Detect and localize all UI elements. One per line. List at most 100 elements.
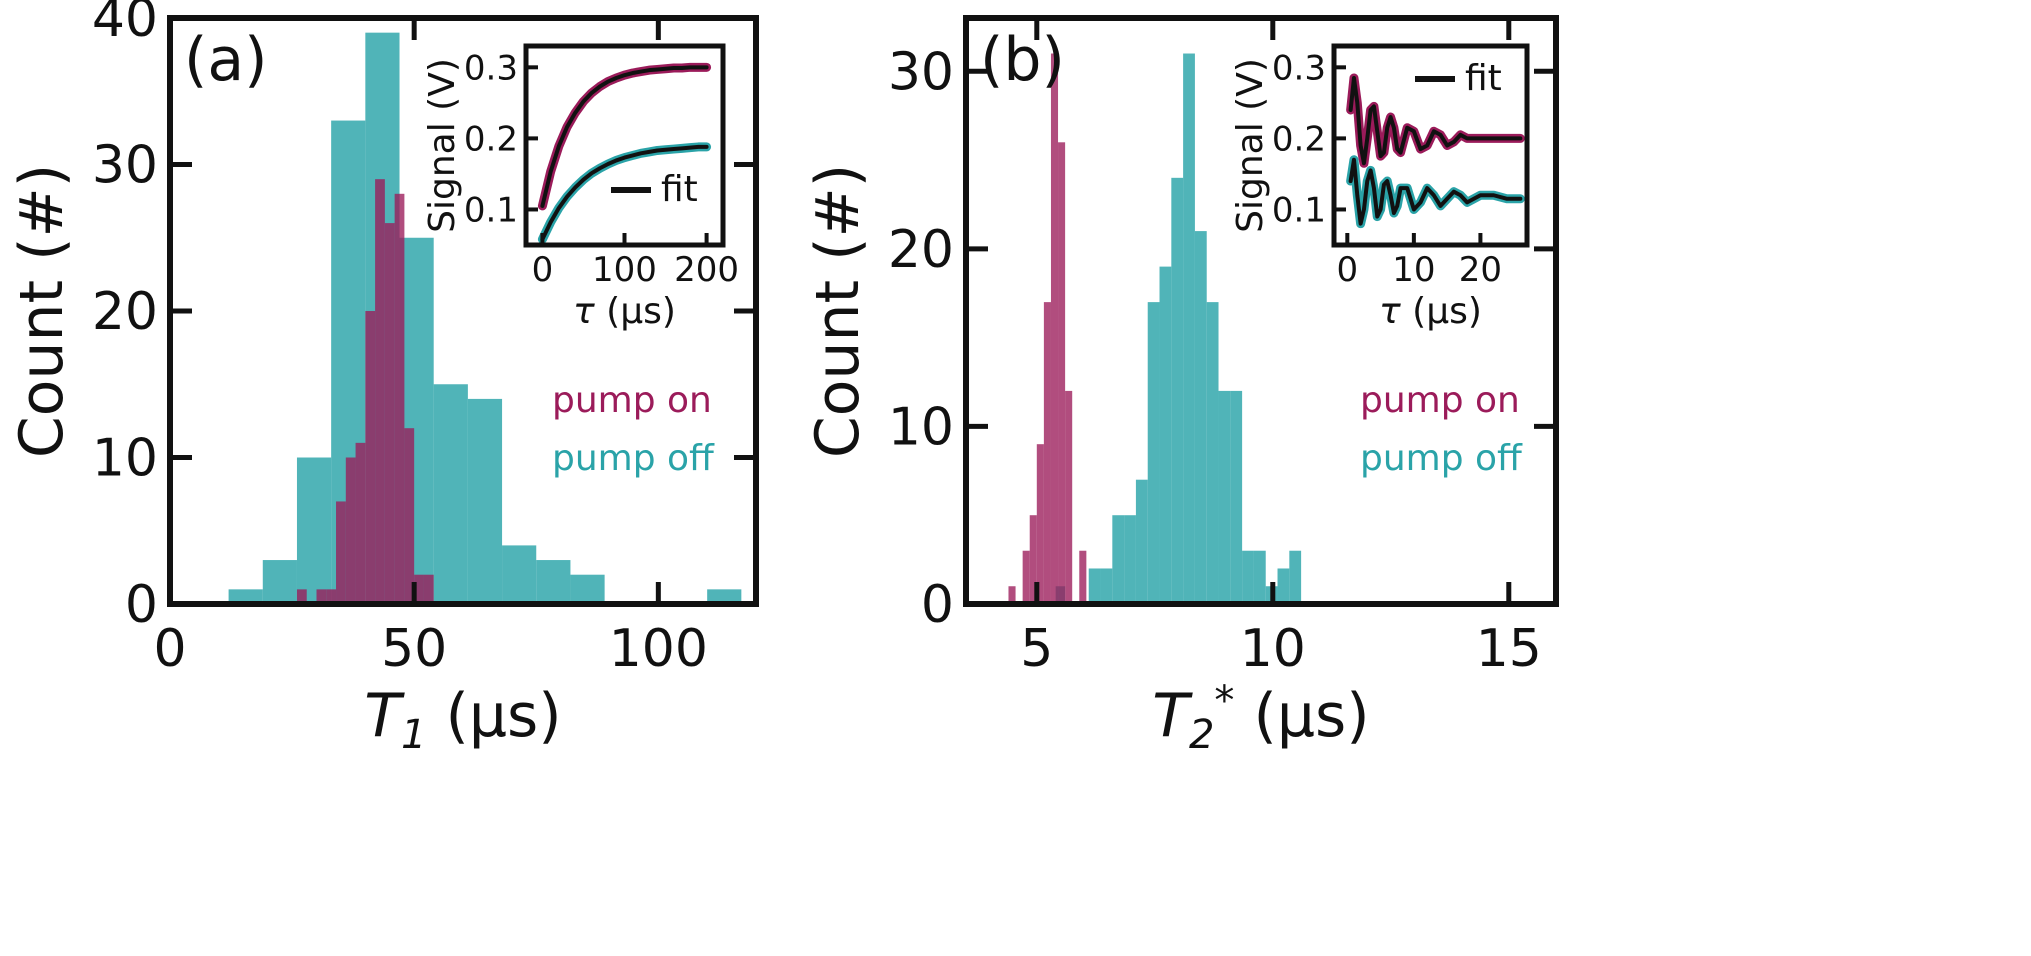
histogram-bar xyxy=(1218,390,1231,604)
histogram-bar xyxy=(414,574,424,604)
histogram-bar xyxy=(326,589,337,604)
inset-x-tick-label: 0 xyxy=(532,250,554,290)
histogram-bar xyxy=(502,545,537,604)
histogram-bar xyxy=(404,428,415,604)
inset-frame xyxy=(1331,43,1530,248)
y-tick-label: 30 xyxy=(888,42,954,102)
histogram-bar xyxy=(365,311,376,604)
histogram-bar xyxy=(1079,550,1087,604)
inset-plot: 0 100 200 0.1 0.2 0.3 τ (μs) Signal (V) fit xyxy=(422,43,739,332)
y-tick-label: 40 xyxy=(92,0,158,49)
histogram-bar xyxy=(1008,586,1016,604)
histogram-bar xyxy=(536,560,571,604)
inset-plot: 0 10 20 0.1 0.2 0.3 τ (μs) Signal (V) fit xyxy=(1230,43,1530,332)
histogram-bar xyxy=(1230,390,1243,604)
inset-x-tick-label: 10 xyxy=(1392,250,1435,290)
x-axis-unit: (μs) xyxy=(426,681,561,751)
inset-fit-pump-off xyxy=(540,144,709,242)
inset-x-tick-label: 100 xyxy=(592,250,657,290)
inset-y-tick-label: 0.2 xyxy=(1272,119,1326,159)
inset-x-axis-symbol: τ xyxy=(1379,291,1401,332)
inset-x-axis-unit: (μs) xyxy=(1401,291,1482,332)
legend-entry-pump-off: pump off xyxy=(552,438,715,479)
histogram-bar xyxy=(1065,390,1073,604)
histogram-bar xyxy=(1050,53,1059,605)
inset-y-tick-label: 0.1 xyxy=(464,190,518,230)
histogram-bar xyxy=(707,589,742,604)
x-axis-subscript: 1 xyxy=(401,712,426,758)
panel-letter: (a) xyxy=(184,25,268,95)
histogram-bar xyxy=(1277,568,1290,604)
inset-x-axis-unit: (μs) xyxy=(595,291,676,332)
y-tick-label: 10 xyxy=(888,397,954,457)
histogram-bar xyxy=(1058,142,1066,604)
x-axis-label: T1 (μs) xyxy=(364,681,561,758)
inset-y-tick-label: 0.1 xyxy=(1272,190,1326,230)
inset-x-tick-label: 20 xyxy=(1459,250,1502,290)
inset-x-tick-label: 0 xyxy=(1336,250,1358,290)
histogram-bar xyxy=(336,501,346,604)
x-axis-symbol: T xyxy=(1152,681,1193,751)
histogram-bar xyxy=(1206,302,1219,604)
histogram-bar xyxy=(1242,550,1254,604)
legend-entry-pump-on: pump on xyxy=(552,380,712,421)
inset-x-axis-symbol: τ xyxy=(573,291,595,332)
y-tick-label: 30 xyxy=(92,136,158,196)
histogram-bar xyxy=(1036,444,1044,604)
legend-entry-pump-off: pump off xyxy=(1360,438,1523,479)
x-tick-label: 100 xyxy=(609,619,708,679)
histogram-bar xyxy=(423,574,434,604)
histogram-bar xyxy=(1194,231,1207,604)
histogram-bar xyxy=(316,589,327,604)
x-tick-label: 0 xyxy=(153,619,186,679)
histogram-bar xyxy=(1289,550,1302,604)
y-axis-label: Count (#) xyxy=(803,164,873,458)
histogram-bar xyxy=(1183,53,1195,605)
y-tick-label: 20 xyxy=(888,220,954,280)
inset-y-axis-label: Signal (V) xyxy=(1230,58,1271,233)
histogram-bar xyxy=(1029,515,1037,604)
histogram-series-pump-on xyxy=(1008,53,1087,605)
histogram-bar xyxy=(355,442,366,604)
histogram-bar xyxy=(1171,177,1184,604)
histogram-bar xyxy=(1124,515,1136,604)
histogram-bar xyxy=(262,560,297,604)
inset-x-tick-label: 200 xyxy=(674,250,739,290)
y-tick-label: 10 xyxy=(92,429,158,489)
inset-legend-label: fit xyxy=(1465,58,1502,99)
histogram-bar xyxy=(296,589,307,604)
x-axis-superscript: * xyxy=(1214,678,1234,724)
histogram-bar xyxy=(1043,302,1051,604)
histogram-bar xyxy=(228,589,263,604)
x-axis-subscript: 2 xyxy=(1189,712,1214,758)
x-tick-label: 5 xyxy=(1020,619,1053,679)
x-axis-symbol: T xyxy=(364,681,405,751)
histogram-bar xyxy=(433,384,468,604)
inset-y-tick-label: 0.2 xyxy=(464,119,518,159)
x-tick-label: 50 xyxy=(381,619,447,679)
histogram-bar xyxy=(467,398,503,604)
panel-letter: (b) xyxy=(980,25,1065,95)
inset-fit-pump-on xyxy=(1348,75,1523,166)
plot-frame xyxy=(963,15,1559,607)
histogram-bar xyxy=(1147,302,1160,604)
inset-y-tick-label: 0.3 xyxy=(464,48,518,88)
histogram-series-pump-on xyxy=(296,179,434,605)
inset-fit-pump-off xyxy=(1348,157,1523,226)
x-tick-label: 10 xyxy=(1240,619,1306,679)
y-axis-label: Count (#) xyxy=(7,164,77,458)
inset-fit-pump-on xyxy=(540,65,709,208)
histogram-bar xyxy=(1022,550,1030,604)
inset-y-tick-label: 0.3 xyxy=(1272,48,1326,88)
histogram-bar xyxy=(570,574,605,604)
x-axis-unit: (μs) xyxy=(1234,681,1369,751)
histogram-bar xyxy=(1253,550,1266,604)
inset-y-axis-label: Signal (V) xyxy=(422,58,463,233)
histogram-bar xyxy=(1088,568,1101,604)
histogram-bar xyxy=(296,457,332,604)
inset-x-axis-label: τ (μs) xyxy=(573,291,676,332)
inset-x-axis-label: τ (μs) xyxy=(1379,291,1482,332)
